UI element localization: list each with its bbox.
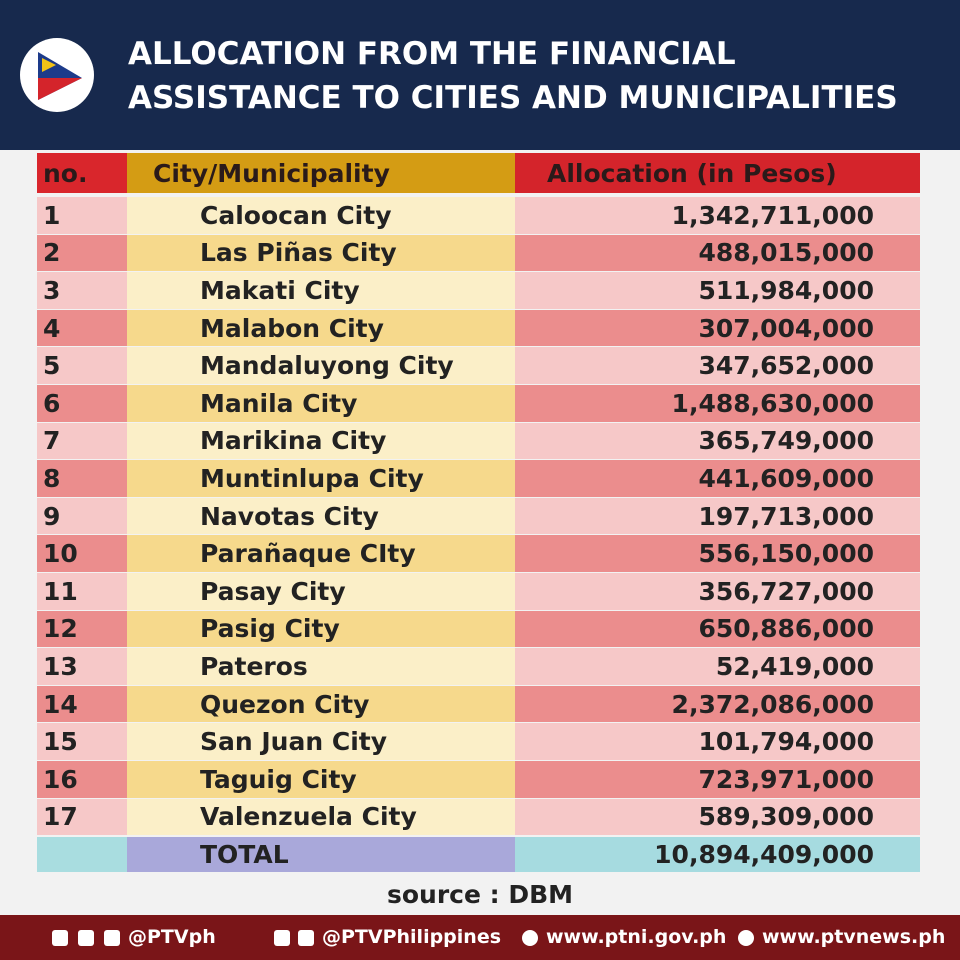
footer-url: www.ptni.gov.ph [546,926,727,948]
city-name: Marikina City [127,422,515,460]
total-cell [37,837,127,873]
footer-handle: @PTVPhilippines [322,926,502,948]
allocation: 511,984,000 [515,272,920,309]
city-name: Pasay City [127,573,515,610]
allocation: 589,309,000 [515,798,920,836]
city-name: Pateros [127,648,515,685]
column-header: Allocation (in Pesos) [515,153,920,193]
row-number: 15 [37,723,127,760]
row-number: 2 [37,234,127,272]
source: source : DBM [386,880,574,909]
row-number: 14 [37,685,127,723]
footer-url: www.ptvnews.ph [762,926,946,948]
row-number: 3 [37,272,127,309]
total-value: 10,894,409,000 [515,837,920,873]
row-number: 4 [37,309,127,347]
row-number: 6 [37,385,127,422]
column-header: City/Municipality [127,153,515,193]
column-header: no. [37,153,127,193]
youtube-icon [298,930,314,946]
allocation: 197,713,000 [515,497,920,535]
allocation: 2,372,086,000 [515,685,920,723]
title-line: ASSISTANCE TO CITIES AND MUNICIPALITIES [128,80,898,116]
city-name: Muntinlupa City [127,460,515,497]
twitter-icon [78,930,94,946]
city-name: Las Piñas City [127,234,515,272]
row-number: 16 [37,761,127,798]
allocation: 365,749,000 [515,422,920,460]
logo-mark [38,52,82,100]
row-number: 11 [37,573,127,610]
city-name: Manila City [127,385,515,422]
allocation: 723,971,000 [515,761,920,798]
city-name: Valenzuela City [127,798,515,836]
header-band: ALLOCATION FROM THE FINANCIAL ASSISTANCE… [0,0,960,150]
footer-handle: @PTVph [128,926,216,948]
footer: @PTVph @PTVPhilippines www.ptni.gov.ph w… [0,915,960,960]
facebook-icon [52,930,68,946]
row-number: 5 [37,347,127,384]
row-number: 9 [37,497,127,535]
allocation: 1,488,630,000 [515,385,920,422]
row-number: 10 [37,535,127,572]
logo [20,38,94,112]
city-name: Malabon City [127,309,515,347]
row-number: 1 [37,197,127,234]
total-label: TOTAL [127,837,515,873]
instagram-icon [104,930,120,946]
city-name: Quezon City [127,685,515,723]
allocation: 356,727,000 [515,573,920,610]
allocation: 52,419,000 [515,648,920,685]
row-number: 17 [37,798,127,836]
allocation: 101,794,000 [515,723,920,760]
allocation: 307,004,000 [515,309,920,347]
row-number: 13 [37,648,127,685]
city-name: Taguig City [127,761,515,798]
row-number: 7 [37,422,127,460]
city-name: Makati City [127,272,515,309]
row-number: 12 [37,610,127,648]
city-name: Pasig City [127,610,515,648]
city-name: Parañaque CIty [127,535,515,572]
city-name: Mandaluyong City [127,347,515,384]
allocation: 441,609,000 [515,460,920,497]
allocation: 488,015,000 [515,234,920,272]
dailymotion-icon [274,930,290,946]
globe-icon [738,930,754,946]
title-line: ALLOCATION FROM THE FINANCIAL [128,36,736,72]
allocation: 650,886,000 [515,610,920,648]
allocation: 1,342,711,000 [515,197,920,234]
globe-icon [522,930,538,946]
row-number: 8 [37,460,127,497]
allocation: 556,150,000 [515,535,920,572]
city-name: San Juan City [127,723,515,760]
allocation: 347,652,000 [515,347,920,384]
city-name: Navotas City [127,497,515,535]
city-name: Caloocan City [127,197,515,234]
